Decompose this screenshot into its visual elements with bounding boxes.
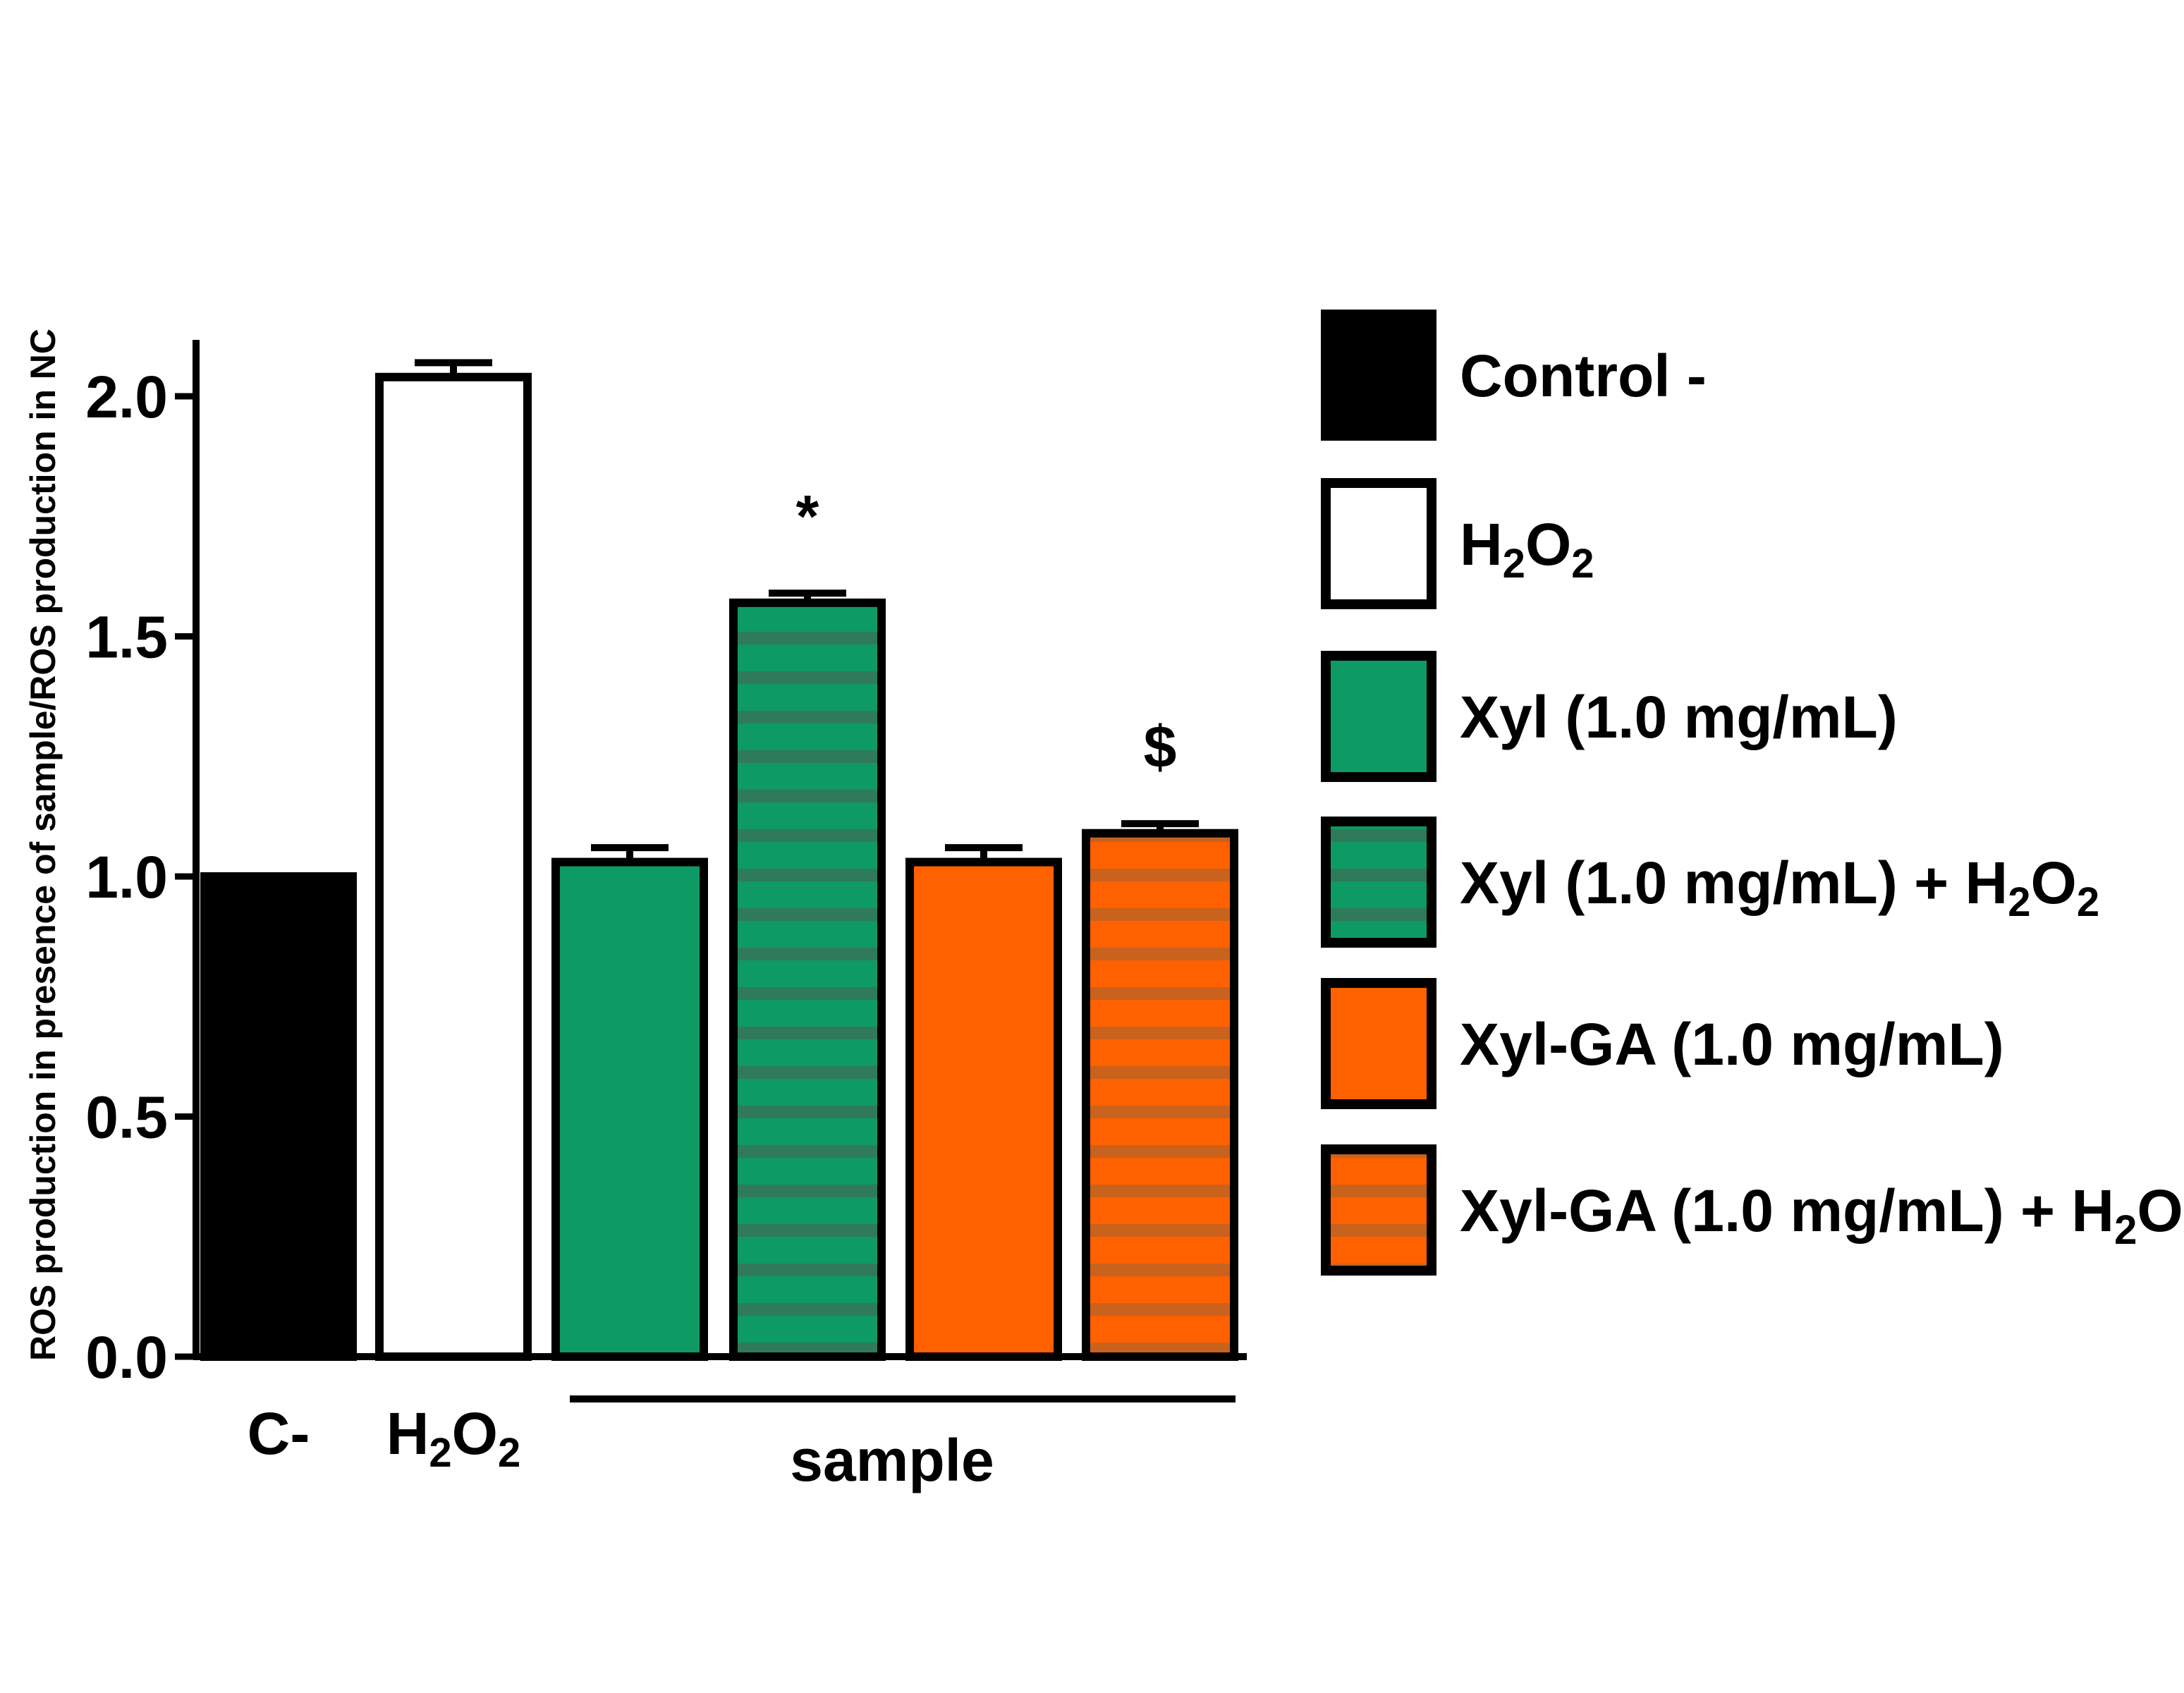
x-tick-label-1-sub: 2 — [429, 1430, 451, 1476]
x-tick-label-0-main: C- — [248, 1400, 310, 1467]
y-tick-label: 2.0 — [85, 364, 168, 430]
bar-5 — [1082, 829, 1238, 1361]
bar-3 — [729, 598, 886, 1362]
legend-label-0-main: Control - — [1460, 343, 1707, 409]
bar-2 — [551, 857, 708, 1361]
bar-0 — [200, 872, 357, 1361]
y-axis-title: ROS production in presence of sample/ROS… — [23, 329, 63, 1361]
legend-label-5-sub2: 2 — [2183, 1207, 2184, 1253]
x-tick-label-1: H2O2 — [386, 1400, 521, 1476]
legend-label-5-sub: 2 — [2114, 1207, 2137, 1253]
significance-marker-5: $ — [1144, 714, 1177, 780]
bar-4 — [905, 857, 1062, 1361]
legend-swatch-1 — [1321, 478, 1436, 609]
legend-label-1-sub: 2 — [1503, 541, 1525, 587]
legend-swatch-4 — [1321, 978, 1436, 1109]
legend-label-1-sub2: 2 — [1571, 541, 1594, 587]
legend-label-5-tail: O — [2137, 1178, 2183, 1244]
group-label: sample — [790, 1427, 994, 1493]
legend-swatch-3 — [1321, 817, 1436, 948]
legend-label-2-main: Xyl (1.0 mg/mL) — [1460, 684, 1898, 750]
x-tick-label-0: C- — [248, 1400, 310, 1467]
legend-label-4: Xyl-GA (1.0 mg/mL) — [1460, 1011, 2004, 1077]
legend-label-3: Xyl (1.0 mg/mL) + H2O2 — [1460, 850, 2099, 925]
legend-label-0: Control - — [1460, 343, 1707, 409]
legend-label-5-main: Xyl-GA (1.0 mg/mL) + H — [1460, 1178, 2114, 1244]
legend-label-4-main: Xyl-GA (1.0 mg/mL) — [1460, 1011, 2004, 1077]
legend-swatch-2 — [1321, 651, 1436, 782]
legend-label-1-main: H — [1460, 511, 1503, 577]
legend-swatch-5 — [1321, 1144, 1436, 1276]
legend-label-3-main: Xyl (1.0 mg/mL) + H — [1460, 850, 2008, 916]
x-tick-label-1-tail: O — [452, 1400, 498, 1467]
legend-label-5: Xyl-GA (1.0 mg/mL) + H2O2 — [1460, 1178, 2184, 1253]
x-tick-label-1-main: H — [386, 1400, 429, 1467]
legend-label-3-sub: 2 — [2008, 879, 2030, 925]
legend-label-3-sub2: 2 — [2077, 879, 2099, 925]
legend-swatch-0 — [1321, 310, 1436, 441]
bar-1 — [375, 372, 532, 1361]
x-tick-label-1-sub2: 2 — [498, 1430, 520, 1476]
y-tick-label: 1.0 — [85, 844, 168, 910]
legend-label-3-tail: O — [2030, 850, 2076, 916]
y-tick-label: 0.0 — [85, 1324, 168, 1391]
legend-label-1-tail: O — [1525, 511, 1571, 577]
legend-label-2: Xyl (1.0 mg/mL) — [1460, 684, 1898, 750]
y-tick-label: 1.5 — [85, 604, 168, 671]
significance-marker-3: * — [796, 483, 819, 549]
y-tick-label: 0.5 — [85, 1084, 168, 1151]
legend-label-1: H2O2 — [1460, 511, 1594, 587]
